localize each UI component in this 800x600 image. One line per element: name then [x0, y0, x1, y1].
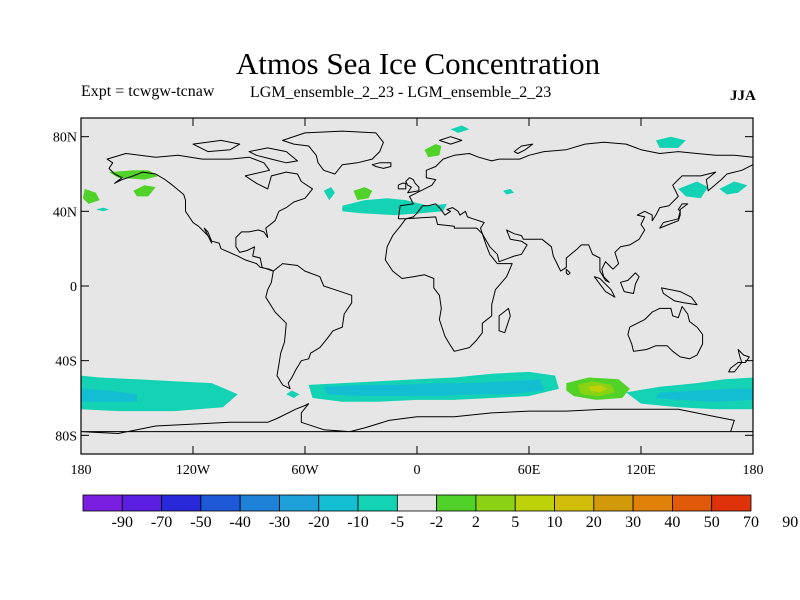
- coastline-svalbard: [438, 136, 463, 145]
- anomaly-greenland-sea-green: [353, 187, 373, 201]
- lat-tick-label: 0: [70, 280, 77, 295]
- colorbar-label: -30: [269, 514, 290, 531]
- anomaly-north-atlantic-teal: [342, 198, 447, 216]
- colorbar: -90 -70 -50 -40 -30 -20 -10 -5 -2 2 5 10 20 30 40 50 70 9…: [82, 494, 798, 531]
- anomaly-southern-pacific-blue: [81, 388, 137, 402]
- coastline-new-guinea: [661, 287, 698, 306]
- coastline-baffin: [248, 147, 298, 164]
- colorbar-swatch: [161, 494, 202, 512]
- anomaly-kara-teal: [450, 125, 470, 133]
- colorbar-swatch: [82, 494, 123, 512]
- colorbar-swatch: [514, 494, 555, 512]
- coastline-sumatra: [593, 276, 616, 298]
- colorbar-swatch: [593, 494, 634, 512]
- anomaly-weddell-blue: [323, 379, 544, 397]
- season-label: JJA: [730, 88, 756, 104]
- coastline-great-britain: [405, 177, 420, 194]
- colorbar-label: 20: [586, 514, 602, 531]
- experiment-label: Expt = tcwgw-tcnaw: [81, 83, 215, 100]
- coastline-japan: [659, 203, 689, 229]
- colorbar-label: -20: [308, 514, 329, 531]
- anomaly-southern-pacific-teal: [81, 375, 238, 412]
- anomaly-barents-green: [424, 144, 442, 158]
- coastline-north-america: [106, 153, 313, 272]
- colorbar-swatch: [357, 494, 398, 512]
- anomaly-okhotsk-teal: [678, 181, 709, 199]
- anomaly-bering-east-teal: [719, 181, 748, 195]
- colorbar-swatch: [200, 494, 241, 512]
- colorbar-swatch: [554, 494, 595, 512]
- lat-tick-label: 40S: [55, 355, 77, 370]
- coastline-sri-lanka: [565, 268, 571, 276]
- colorbar-swatch: [396, 494, 438, 512]
- colorbar-swatch: [121, 494, 162, 512]
- ensemble-label: LGM_ensemble_2_23 - LGM_ensemble_2_23: [250, 84, 552, 101]
- colorbar-label: 2: [472, 514, 480, 531]
- anomaly-drake-passage-teal: [286, 390, 300, 398]
- coastline-antarctica: [80, 403, 754, 434]
- lat-tick-label: 80S: [55, 429, 77, 444]
- coastline-madagascar: [498, 307, 511, 334]
- axis-ticks: 80N 40N 0 40S 80S 180 120W 60W 0 60E 120E 180: [53, 118, 764, 478]
- colorbar-label: 70: [743, 514, 759, 531]
- colorbar-label: 10: [547, 514, 563, 531]
- colorbar-swatch: [711, 494, 752, 512]
- colorbar-swatch: [239, 494, 280, 512]
- colorbar-swatch: [475, 494, 516, 512]
- colorbar-label: 40: [664, 514, 680, 531]
- anomaly-gulf-alaska-green: [133, 185, 156, 197]
- colorbar-label: 5: [511, 514, 519, 531]
- colorbar-label: -10: [347, 514, 368, 531]
- coastline-ireland: [397, 182, 407, 190]
- anomaly-pacific-teal: [95, 207, 109, 212]
- coastline-new-zealand: [728, 349, 750, 373]
- anomaly-east-antarctic-blue: [655, 388, 753, 402]
- lat-tick-label: 80N: [53, 131, 77, 146]
- colorbar-label: -2: [430, 514, 443, 531]
- coastline-greenland: [282, 130, 384, 175]
- colorbar-label: -5: [391, 514, 404, 531]
- coastline-africa: [384, 216, 513, 352]
- map-title: Atmos Sea Ice Concentration: [235, 46, 601, 81]
- lon-tick-label: 180: [743, 463, 764, 478]
- coastline-borneo: [620, 272, 640, 294]
- anomaly-indian-ocean-orange: [588, 384, 608, 393]
- lon-tick-label: 60W: [291, 463, 319, 478]
- colorbar-swatch: [672, 494, 713, 512]
- anomaly-labrador-teal: [323, 187, 335, 201]
- anomaly-siberia-teal: [655, 136, 686, 148]
- colorbar-label: -50: [190, 514, 211, 531]
- lon-tick-label: 120W: [176, 463, 211, 478]
- anomaly-small-teal-1: [502, 188, 515, 195]
- lon-tick-label: 60E: [518, 463, 541, 478]
- lat-tick-label: 40N: [53, 205, 77, 220]
- coastline-iceland: [371, 162, 392, 169]
- coastline-south-america: [265, 263, 353, 390]
- coastlines: [80, 130, 754, 434]
- colorbar-swatch: [318, 494, 359, 512]
- lon-tick-label: 180: [71, 463, 92, 478]
- colorbar-label: -40: [230, 514, 251, 531]
- colorbar-swatch: [632, 494, 673, 512]
- anomaly-bering-green: [82, 188, 100, 204]
- colorbar-label: 50: [704, 514, 720, 531]
- coastline-novaya-zemlya: [513, 143, 534, 154]
- coastline-canadian-archipelago: [192, 139, 241, 153]
- anomaly-fills: [81, 125, 753, 412]
- coastline-australia: [627, 306, 704, 360]
- colorbar-label: -70: [151, 514, 172, 531]
- colorbar-swatch: [436, 494, 477, 512]
- coastline-eurasia: [397, 141, 754, 283]
- colorbar-swatch: [279, 494, 320, 512]
- colorbar-label: -90: [112, 514, 133, 531]
- lon-tick-label: 0: [414, 463, 421, 478]
- lon-tick-label: 120E: [626, 463, 656, 478]
- colorbar-label: 90: [782, 514, 798, 531]
- colorbar-label: 30: [625, 514, 641, 531]
